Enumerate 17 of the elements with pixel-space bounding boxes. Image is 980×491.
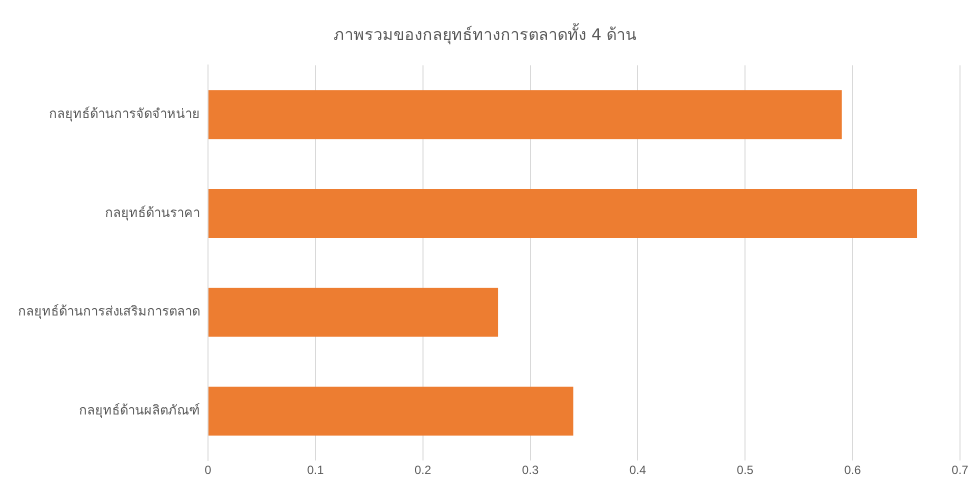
x-tick-label: 0.4 xyxy=(629,463,646,478)
bar xyxy=(208,386,574,436)
y-tick-label: กลยุทธ์ด้านการส่งเสริมการตลาด xyxy=(18,304,200,320)
y-tick-label: กลยุทธ์ด้านผลิตภัณฑ์ xyxy=(79,402,200,419)
x-tick-label: 0.2 xyxy=(414,463,432,478)
x-tick-label: 0.1 xyxy=(307,463,324,478)
bar xyxy=(208,189,918,238)
x-tick-label: 0 xyxy=(204,463,212,478)
x-tick-label: 0.6 xyxy=(844,463,862,478)
x-tick-label: 0.3 xyxy=(522,463,539,478)
chart-title: ภาพรวมของกลยุทธ์ทางการตลาดทั้ง 4 ด้าน xyxy=(333,22,637,45)
y-tick-label: กลยุทธ์ด้านราคา xyxy=(105,204,200,221)
bar xyxy=(208,90,842,140)
x-tick-label: 0.5 xyxy=(736,463,754,478)
x-tick-label: 0.7 xyxy=(952,463,969,478)
y-tick-label: กลยุทธ์ด้านการจัดจำหน่าย xyxy=(49,106,200,122)
bar xyxy=(208,288,498,337)
